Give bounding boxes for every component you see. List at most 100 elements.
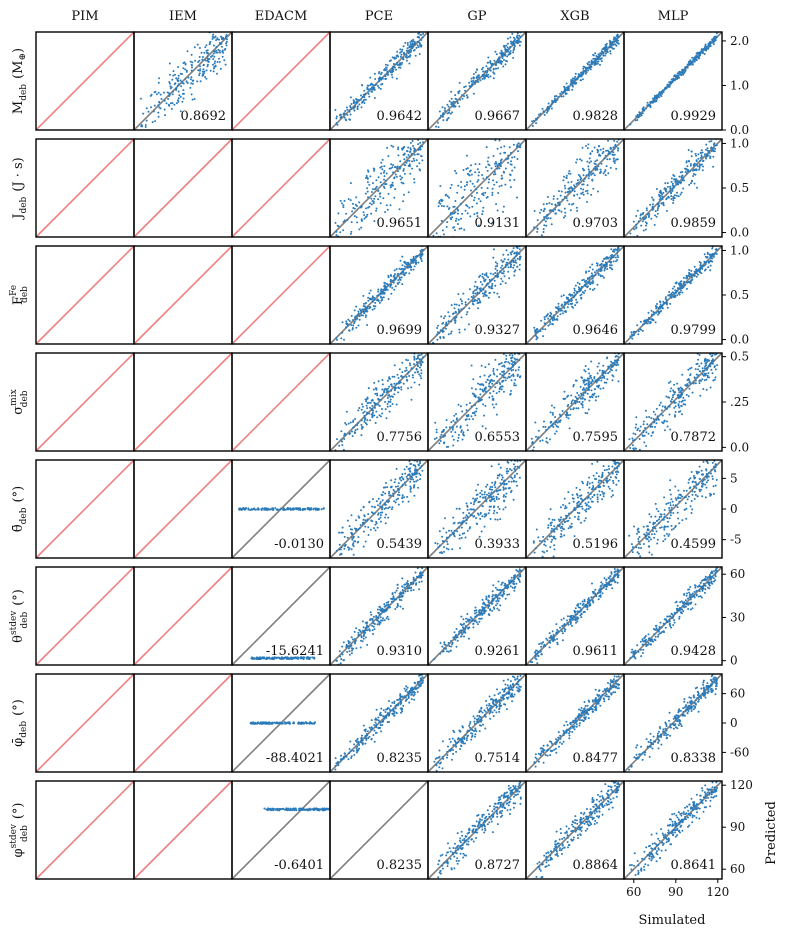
scatter-point xyxy=(474,71,477,74)
scatter-point xyxy=(563,86,566,89)
scatter-point xyxy=(348,110,351,113)
scatter-point xyxy=(613,160,616,162)
scatter-point xyxy=(438,442,441,445)
scatter-point xyxy=(457,308,460,311)
scatter-point xyxy=(695,59,698,62)
scatter-point xyxy=(637,220,640,223)
panel-mlp-row-1: 0.9859 xyxy=(623,138,723,238)
scatter-point xyxy=(389,274,392,276)
scatter-point xyxy=(671,291,674,294)
scatter-point xyxy=(350,548,353,551)
scatter-point xyxy=(475,202,478,205)
scatter-point xyxy=(377,397,380,400)
scatter-point xyxy=(394,285,397,288)
scatter-point xyxy=(405,59,408,62)
scatter-point xyxy=(610,46,613,49)
scatter-point xyxy=(566,306,569,309)
row-label-superscript: stdev xyxy=(9,610,19,635)
scatter-point xyxy=(373,220,376,223)
scatter-point xyxy=(354,318,357,321)
scatter-point xyxy=(460,430,463,433)
scatter-point xyxy=(505,44,508,47)
scatter-point xyxy=(478,287,481,290)
scatter-point xyxy=(493,171,496,173)
scatter-point xyxy=(391,506,394,509)
scatter-point xyxy=(351,536,354,539)
scatter-point xyxy=(361,308,364,311)
scatter-point xyxy=(486,169,489,172)
scatter-point xyxy=(460,300,463,303)
scatter-point xyxy=(612,153,615,156)
scatter-point xyxy=(420,453,422,455)
scatter-point xyxy=(567,181,570,184)
scatter-point xyxy=(391,403,394,405)
scatter-point xyxy=(501,374,504,377)
scatter-point xyxy=(504,379,507,382)
scatter-point xyxy=(274,507,277,510)
scatter-point xyxy=(379,520,382,523)
scatter-point xyxy=(472,294,475,297)
scatter-point xyxy=(370,212,373,215)
scatter-point xyxy=(158,101,161,104)
scatter-point xyxy=(552,195,555,198)
scatter-point xyxy=(497,67,500,70)
scatter-point xyxy=(247,508,250,511)
scatter-point xyxy=(665,395,668,398)
scatter-point xyxy=(214,60,217,63)
scatter-point xyxy=(190,76,193,79)
scatter-point xyxy=(596,264,599,267)
scatter-point xyxy=(616,258,619,261)
scatter-point xyxy=(491,194,494,196)
scatter-point xyxy=(584,70,587,72)
scatter-point xyxy=(180,73,183,75)
scatter-point xyxy=(393,500,396,503)
scatter-point xyxy=(157,111,160,114)
scatter-point xyxy=(379,77,382,80)
scatter-point xyxy=(382,171,385,174)
scatter-point xyxy=(676,287,679,290)
scatter-point xyxy=(513,261,516,264)
scatter-point xyxy=(615,364,618,367)
scatter-point xyxy=(357,310,360,313)
scatter-point xyxy=(407,473,410,476)
scatter-point xyxy=(352,324,355,327)
scatter-point xyxy=(644,427,646,429)
scatter-point xyxy=(413,357,416,360)
scatter-point xyxy=(362,211,365,214)
scatter-point xyxy=(387,274,390,277)
scatter-point xyxy=(652,203,654,206)
scatter-point xyxy=(372,498,374,500)
scatter-point xyxy=(445,419,448,422)
scatter-point xyxy=(398,276,401,279)
scatter-point xyxy=(207,60,210,63)
scatter-point xyxy=(597,272,600,275)
scatter-point xyxy=(693,274,696,277)
scatter-point xyxy=(226,38,228,41)
scatter-point xyxy=(615,136,617,138)
scatter-point xyxy=(694,379,697,382)
scatter-point xyxy=(637,427,640,430)
scatter-point xyxy=(607,367,610,370)
scatter-point xyxy=(409,141,412,144)
scatter-point xyxy=(559,309,562,312)
scatter-point xyxy=(373,381,376,384)
scatter-point xyxy=(705,49,708,52)
scatter-point xyxy=(578,181,581,184)
scatter-point xyxy=(373,296,375,299)
scatter-point xyxy=(462,196,465,198)
no-model-line xyxy=(133,352,233,452)
scatter-point xyxy=(335,234,338,236)
scatter-point xyxy=(586,184,589,187)
scatter-point xyxy=(713,353,716,356)
scatter-point xyxy=(384,492,387,495)
scatter-point xyxy=(478,292,481,295)
scatter-point xyxy=(383,288,385,291)
scatter-point xyxy=(471,182,474,185)
scatter-point xyxy=(344,262,346,264)
scatter-point xyxy=(409,172,412,175)
scatter-point xyxy=(400,53,403,56)
scatter-point xyxy=(474,82,476,85)
scatter-point xyxy=(379,415,382,418)
scatter-point xyxy=(691,56,694,59)
scatter-point xyxy=(615,158,618,161)
